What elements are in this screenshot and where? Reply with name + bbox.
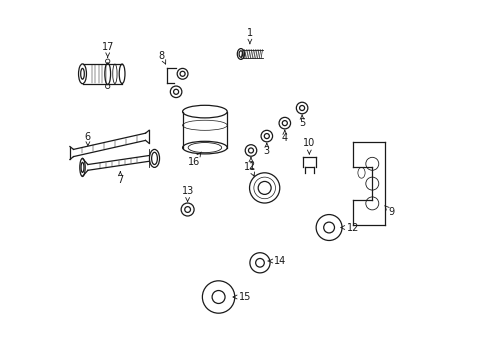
Text: 3: 3 [263, 143, 269, 156]
Text: 5: 5 [298, 115, 305, 128]
Text: 15: 15 [233, 292, 251, 302]
Text: 16: 16 [187, 152, 201, 167]
Text: 12: 12 [340, 222, 359, 233]
Text: 1: 1 [246, 28, 252, 44]
Text: 14: 14 [267, 256, 285, 266]
Text: 6: 6 [84, 132, 91, 145]
Text: 7: 7 [117, 172, 123, 185]
Text: 8: 8 [158, 51, 165, 64]
Text: 9: 9 [384, 206, 393, 217]
Text: 17: 17 [102, 42, 114, 57]
Text: 10: 10 [303, 138, 315, 154]
Text: 11: 11 [244, 162, 256, 176]
Text: 2: 2 [247, 158, 254, 171]
Text: 13: 13 [181, 186, 193, 202]
Text: 4: 4 [281, 130, 287, 143]
